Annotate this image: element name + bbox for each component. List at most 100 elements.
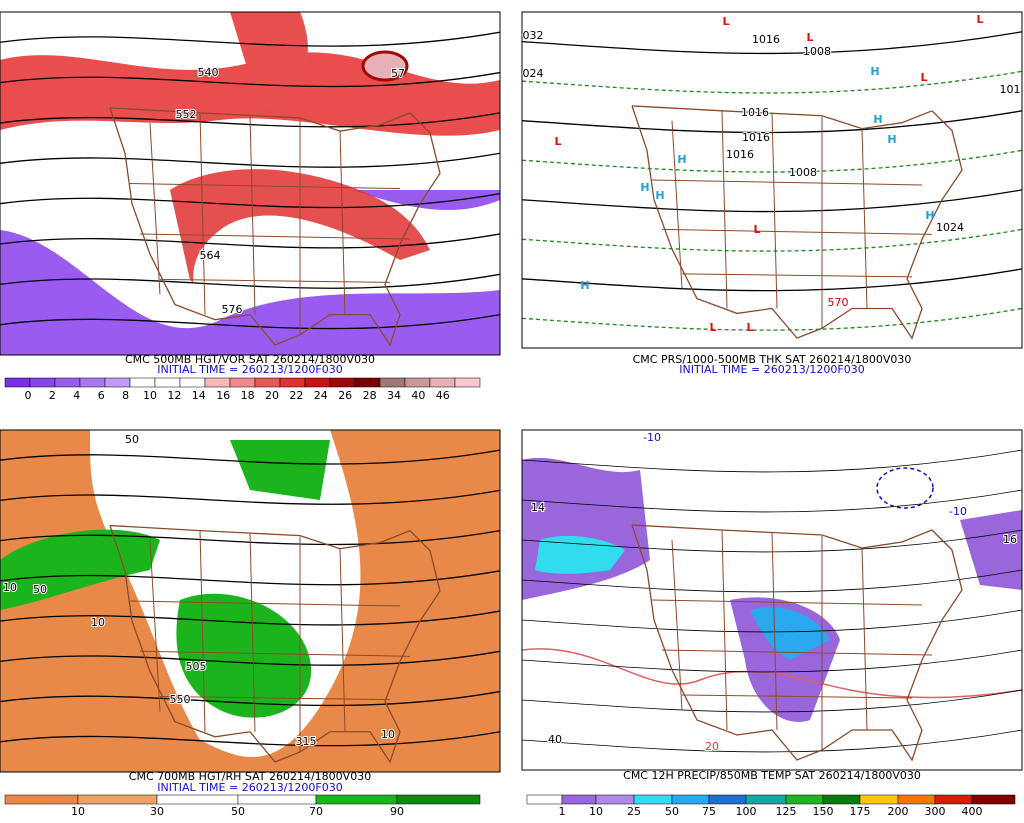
map-label: H — [925, 209, 934, 222]
colorbar-swatch — [304, 377, 331, 388]
map-label: 032 — [523, 29, 544, 42]
map-label: L — [746, 321, 753, 334]
colorbar-swatch — [237, 794, 317, 805]
colorbar-label: 50 — [665, 805, 679, 818]
map-label: 50 — [125, 433, 139, 446]
colorbar-swatch — [745, 794, 787, 805]
contour-line — [522, 31, 1022, 55]
border-line — [109, 524, 411, 550]
map-label: 1024 — [936, 221, 964, 234]
caption: CMC 700MB HGT/RH SAT 260214/1800V030 — [129, 770, 371, 783]
state-line — [861, 128, 868, 309]
colorbar-swatch — [708, 794, 747, 805]
state-line — [249, 532, 256, 732]
colorbar-label: 20 — [265, 389, 279, 402]
colorbar-swatch — [396, 794, 481, 805]
state-line — [339, 548, 346, 732]
colorbar-label: 200 — [888, 805, 909, 818]
map-label: H — [870, 65, 879, 78]
colorbar-label: 10 — [143, 389, 157, 402]
state-line — [671, 120, 683, 289]
map-label: H — [677, 153, 686, 166]
map-label: 024 — [523, 67, 544, 80]
contour-line — [522, 529, 1022, 553]
state-line — [159, 278, 391, 283]
map-label: 10 — [91, 616, 105, 629]
colorbar-label: 4 — [73, 389, 80, 402]
contour-line — [522, 649, 1022, 673]
map-label: 1016 — [741, 106, 769, 119]
contour-line — [522, 149, 1022, 173]
contour-line — [522, 689, 1022, 713]
border-line — [631, 105, 933, 130]
coastline — [109, 107, 441, 347]
rh-green — [230, 440, 330, 500]
initial-time: INITIAL TIME = 260213/1200F030 — [157, 781, 342, 794]
contour-line — [522, 228, 1022, 252]
map-label: 1016 — [742, 131, 770, 144]
contour-line — [522, 489, 1022, 513]
low-center — [876, 467, 934, 509]
state-line — [159, 696, 391, 701]
map-label: 1016 — [752, 33, 780, 46]
colorbar-swatch — [29, 377, 56, 388]
colorbar-label: 1 — [559, 805, 566, 818]
colorbar-swatch — [279, 377, 306, 388]
colorbar-label: 70 — [309, 805, 323, 818]
map-label: 1008 — [789, 166, 817, 179]
map-label: 40 — [548, 733, 562, 746]
map-label: L — [806, 31, 813, 44]
contour-line — [522, 189, 1022, 213]
colorbar-swatch — [859, 794, 899, 805]
contour-line — [0, 31, 500, 47]
rh-green — [176, 593, 312, 718]
state-line — [661, 649, 933, 656]
caption: CMC 12H PRECIP/850MB TEMP SAT 260214/180… — [623, 769, 921, 782]
colorbar-label: 10 — [71, 805, 85, 818]
colorbar-swatch — [526, 794, 563, 805]
colorbar-swatch — [179, 377, 206, 388]
contour-line — [0, 314, 500, 330]
colorbar-label: 300 — [925, 805, 946, 818]
map-label: H — [655, 189, 664, 202]
map-label: 570 — [828, 296, 849, 309]
contour-line — [522, 268, 1022, 292]
state-line — [139, 650, 411, 657]
state-line — [139, 233, 411, 240]
colorbar-swatch — [229, 377, 256, 388]
map-label: 552 — [176, 108, 197, 121]
colorbar-swatch — [329, 377, 356, 388]
map-label: 540 — [198, 66, 219, 79]
colorbar-label: 2 — [49, 389, 56, 402]
map-label: 10 — [381, 728, 395, 741]
map-label: H — [640, 181, 649, 194]
coastline — [109, 525, 441, 764]
colorbar-swatch — [785, 794, 824, 805]
colorbar-label: 12 — [167, 389, 181, 402]
map-panel — [0, 12, 500, 355]
colorbar-label: 8 — [122, 389, 129, 402]
colorbar-swatch — [4, 794, 79, 805]
colorbar-label: 100 — [736, 805, 757, 818]
colorbar-label: 14 — [192, 389, 206, 402]
colorbar-label: 400 — [962, 805, 983, 818]
state-line — [149, 122, 161, 295]
colorbar-swatch — [54, 377, 81, 388]
contour-line — [0, 650, 500, 666]
map-panel — [522, 12, 1022, 348]
colorbar-label: 75 — [702, 805, 716, 818]
colorbar-swatch — [379, 377, 406, 388]
colorbar-label: 24 — [314, 389, 328, 402]
map-panel — [0, 430, 500, 772]
map-label: 14 — [531, 501, 545, 514]
map-label: 1008 — [803, 45, 831, 58]
contour-line — [522, 609, 1022, 633]
contour-line — [522, 569, 1022, 593]
map-label: 576 — [222, 303, 243, 316]
colorbar-label: 0 — [25, 389, 32, 402]
state-line — [129, 183, 401, 190]
initial-time: INITIAL TIME = 260213/1200F030 — [679, 363, 864, 376]
colorbar-swatch — [934, 794, 973, 805]
colorbar-swatch — [897, 794, 936, 805]
